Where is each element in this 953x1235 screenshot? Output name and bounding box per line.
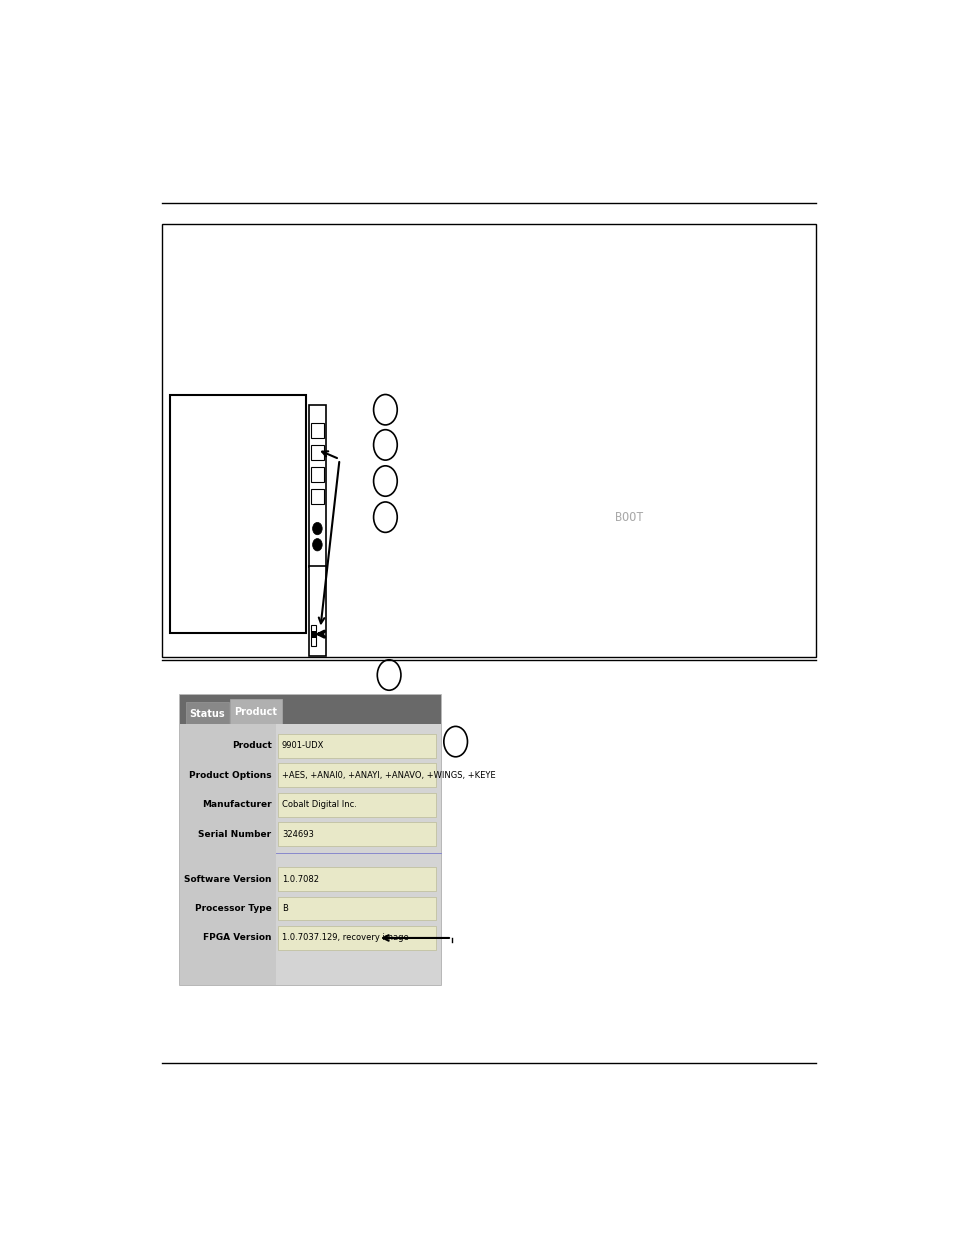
Bar	[278, 926, 436, 950]
Bar	[180, 724, 275, 986]
Bar	[278, 734, 436, 758]
Circle shape	[374, 430, 396, 461]
Text: Cobalt Digital Inc.: Cobalt Digital Inc.	[282, 800, 356, 809]
Text: Status: Status	[190, 709, 225, 719]
Text: Software Version: Software Version	[184, 874, 272, 883]
Bar	[278, 867, 436, 890]
Bar	[180, 695, 440, 724]
Bar	[230, 699, 282, 725]
Bar	[309, 566, 325, 656]
Circle shape	[376, 659, 400, 690]
Circle shape	[374, 501, 396, 532]
Bar	[311, 467, 324, 482]
Bar	[311, 625, 315, 646]
Bar	[186, 701, 229, 725]
Text: 1.0.7037.129, recovery image: 1.0.7037.129, recovery image	[282, 934, 408, 942]
Circle shape	[374, 466, 396, 496]
Circle shape	[313, 538, 322, 551]
Bar	[278, 897, 436, 920]
Bar	[311, 424, 324, 438]
Text: 324693: 324693	[282, 830, 314, 839]
Bar	[170, 395, 306, 634]
Bar	[278, 793, 436, 816]
Text: FPGA Version: FPGA Version	[203, 934, 272, 942]
Bar	[311, 631, 315, 638]
Text: BOOT: BOOT	[615, 510, 643, 524]
Text: Serial Number: Serial Number	[198, 830, 272, 839]
Circle shape	[443, 726, 467, 757]
Text: 1.0.7082: 1.0.7082	[282, 874, 318, 883]
Text: Processor Type: Processor Type	[194, 904, 272, 913]
Bar	[275, 724, 440, 986]
Bar	[311, 489, 324, 504]
Bar	[278, 823, 436, 846]
Bar	[162, 225, 815, 657]
Text: Manufacturer: Manufacturer	[202, 800, 272, 809]
Bar	[180, 695, 440, 986]
Bar	[311, 445, 324, 461]
Text: +AES, +ANAI0, +ANAYI, +ANAVO, +WINGS, +KEYE: +AES, +ANAI0, +ANAYI, +ANAVO, +WINGS, +K…	[282, 771, 495, 779]
Bar	[278, 763, 436, 787]
Text: 9901-UDX: 9901-UDX	[282, 741, 324, 751]
Text: B: B	[282, 904, 288, 913]
Circle shape	[374, 394, 396, 425]
Text: Product: Product	[232, 741, 272, 751]
Circle shape	[313, 522, 322, 535]
Text: Product Options: Product Options	[189, 771, 272, 779]
Bar	[309, 405, 325, 567]
Text: Product: Product	[234, 708, 277, 718]
